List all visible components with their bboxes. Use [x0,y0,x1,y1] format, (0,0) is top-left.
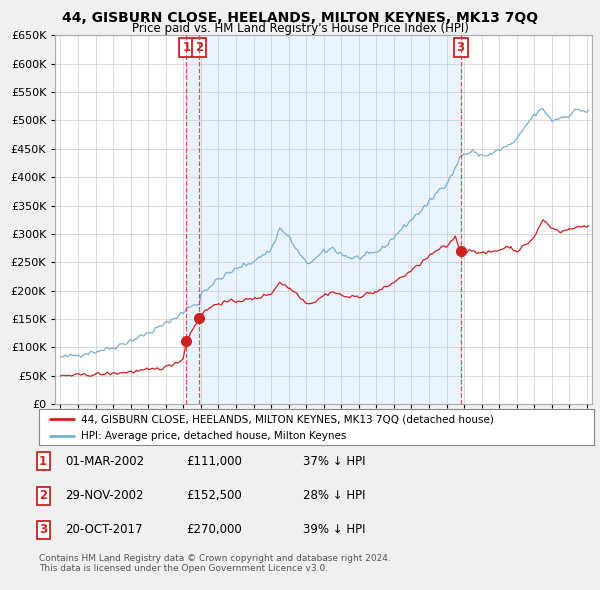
Text: Contains HM Land Registry data © Crown copyright and database right 2024.: Contains HM Land Registry data © Crown c… [39,554,391,563]
Text: 37% ↓ HPI: 37% ↓ HPI [303,455,365,468]
Text: 44, GISBURN CLOSE, HEELANDS, MILTON KEYNES, MK13 7QQ (detached house): 44, GISBURN CLOSE, HEELANDS, MILTON KEYN… [80,414,493,424]
Text: This data is licensed under the Open Government Licence v3.0.: This data is licensed under the Open Gov… [39,565,328,573]
Text: Price paid vs. HM Land Registry's House Price Index (HPI): Price paid vs. HM Land Registry's House … [131,22,469,35]
Text: 2: 2 [196,41,203,54]
Text: 44, GISBURN CLOSE, HEELANDS, MILTON KEYNES, MK13 7QQ: 44, GISBURN CLOSE, HEELANDS, MILTON KEYN… [62,11,538,25]
Text: 28% ↓ HPI: 28% ↓ HPI [303,489,365,502]
Text: 20-OCT-2017: 20-OCT-2017 [65,523,142,536]
Bar [186,35,461,404]
Text: 01-MAR-2002: 01-MAR-2002 [65,455,144,468]
Text: HPI: Average price, detached house, Milton Keynes: HPI: Average price, detached house, Milt… [80,431,346,441]
Text: 1: 1 [182,41,190,54]
Text: 2: 2 [39,489,47,502]
Text: 39% ↓ HPI: 39% ↓ HPI [303,523,365,536]
Text: 3: 3 [457,41,464,54]
Text: £152,500: £152,500 [186,489,242,502]
Text: 3: 3 [39,523,47,536]
Text: £270,000: £270,000 [186,523,242,536]
Text: £111,000: £111,000 [186,455,242,468]
Text: 29-NOV-2002: 29-NOV-2002 [65,489,143,502]
Text: 1: 1 [39,455,47,468]
